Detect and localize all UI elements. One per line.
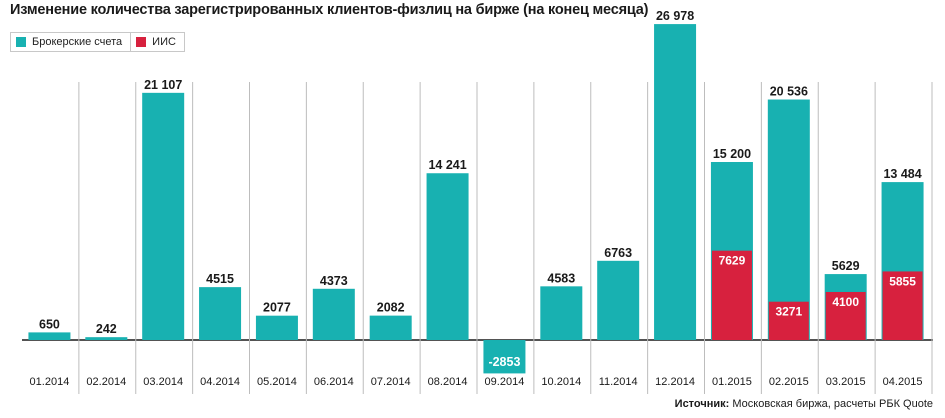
- x-tick-label-01.2015: 01.2015: [712, 376, 752, 388]
- value-label-brokerage-05.2014: 2077: [263, 301, 291, 315]
- source-text: Московская биржа, расчеты РБК Quote: [729, 398, 933, 410]
- bar-iis-02.2015: [768, 301, 809, 340]
- bar-iis-04.2015: [882, 271, 923, 340]
- bar-brokerage-07.2014: [369, 315, 412, 340]
- bar-brokerage-08.2014: [426, 173, 469, 340]
- x-tick-label-04.2014: 04.2014: [200, 376, 240, 388]
- x-tick-label-03.2014: 03.2014: [143, 376, 183, 388]
- legend-label-brokerage: Брокерские счета: [32, 36, 123, 48]
- x-tick-label-09.2014: 09.2014: [485, 376, 525, 388]
- x-tick-label-11.2014: 11.2014: [599, 376, 638, 388]
- value-label-iis-04.2015: 5855: [889, 274, 916, 288]
- legend-swatch-brokerage: [16, 37, 26, 47]
- bar-brokerage-05.2014: [255, 315, 298, 340]
- bar-brokerage-02.2015: [767, 99, 810, 340]
- bar-iis-03.2015: [825, 291, 866, 340]
- value-label-brokerage-04.2015: 13 484: [883, 167, 921, 181]
- value-label-brokerage-10.2014: 4583: [547, 271, 575, 285]
- x-tick-label-02.2014: 02.2014: [86, 376, 126, 388]
- source-note: Источник: Московская биржа, расчеты РБК …: [675, 398, 933, 410]
- value-label-brokerage-03.2014: 21 107: [144, 78, 182, 92]
- chart-title: Изменение количества зарегистрированных …: [10, 2, 649, 18]
- value-label-brokerage-02.2014: 242: [96, 322, 117, 336]
- value-label-brokerage-03.2015: 5629: [832, 259, 860, 273]
- bar-brokerage-06.2014: [312, 288, 355, 340]
- value-label-iis-03.2015: 4100: [832, 295, 859, 309]
- x-tick-label-08.2014: 08.2014: [428, 376, 468, 388]
- source-prefix: Источник:: [674, 398, 730, 410]
- legend-label-iis: ИИС: [152, 36, 176, 48]
- x-tick-label-04.2015: 04.2015: [883, 376, 923, 388]
- value-label-brokerage-11.2014: 6763: [604, 246, 632, 260]
- x-tick-label-01.2014: 01.2014: [30, 376, 70, 388]
- x-tick-label-12.2014: 12.2014: [655, 376, 695, 388]
- bar-brokerage-02.2014: [85, 337, 128, 340]
- bar-brokerage-04.2014: [199, 287, 242, 340]
- value-label-brokerage-04.2014: 4515: [206, 272, 234, 286]
- legend: Брокерские счета ИИС: [10, 32, 185, 52]
- bar-brokerage-10.2014: [540, 286, 583, 340]
- value-label-iis-01.2015: 7629: [719, 254, 746, 268]
- value-label-brokerage-08.2014: 14 241: [428, 158, 466, 172]
- value-label-brokerage-06.2014: 4373: [320, 274, 348, 288]
- value-label-brokerage-07.2014: 2082: [377, 301, 405, 315]
- legend-separator: [130, 33, 132, 51]
- legend-item-iis: ИИС: [131, 36, 184, 48]
- x-tick-label-10.2014: 10.2014: [541, 376, 581, 388]
- x-tick-label-02.2015: 02.2015: [769, 376, 809, 388]
- x-tick-label-06.2014: 06.2014: [314, 376, 354, 388]
- bar-iis-01.2015: [711, 250, 752, 340]
- legend-item-brokerage: Брокерские счета: [11, 36, 130, 48]
- bar-brokerage-12.2014: [654, 24, 697, 341]
- bar-brokerage-11.2014: [597, 260, 640, 340]
- value-label-brokerage-02.2015: 20 536: [770, 85, 808, 99]
- bar-brokerage-03.2014: [142, 92, 185, 340]
- x-tick-label-07.2014: 07.2014: [371, 376, 411, 388]
- legend-swatch-iis: [136, 37, 147, 47]
- value-label-brokerage-01.2015: 15 200: [713, 147, 751, 161]
- value-label-brokerage-12.2014: 26 978: [656, 9, 694, 23]
- x-tick-label-05.2014: 05.2014: [257, 376, 297, 388]
- value-label-iis-02.2015: 3271: [775, 305, 802, 319]
- value-label-brokerage-01.2014: 650: [39, 317, 60, 331]
- value-label-brokerage-09.2014: -2853: [488, 355, 520, 369]
- bar-brokerage-01.2014: [28, 332, 71, 340]
- x-tick-label-03.2015: 03.2015: [826, 376, 866, 388]
- bar-brokerage-09.2014: [483, 340, 526, 374]
